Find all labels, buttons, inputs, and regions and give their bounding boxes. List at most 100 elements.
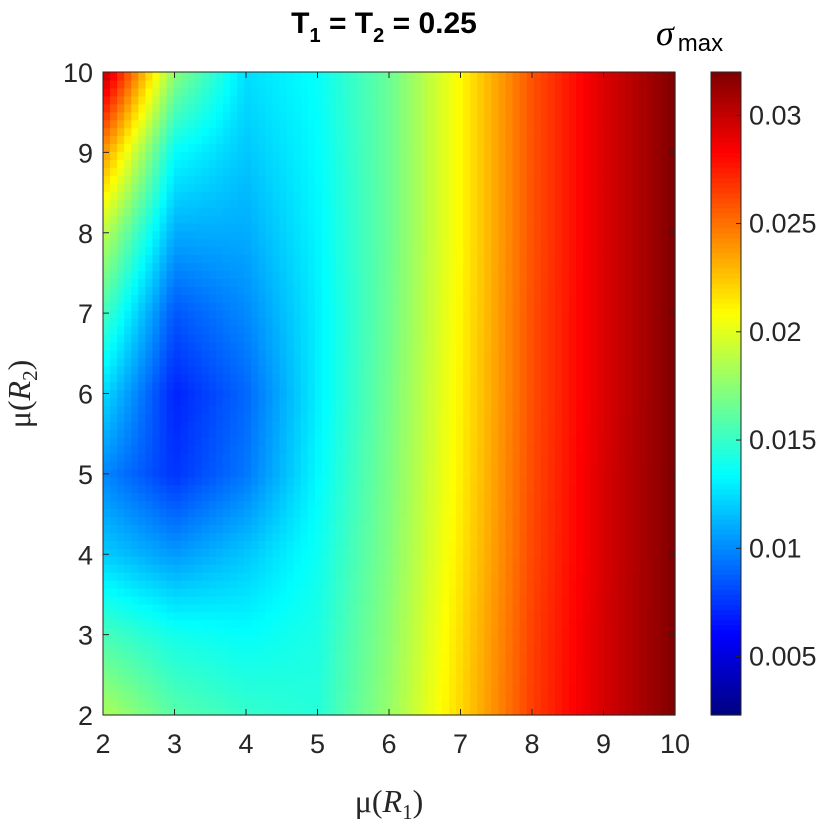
heatmap-cell (343, 540, 351, 549)
heatmap-cell (215, 381, 224, 391)
heatmap-cell (110, 611, 118, 621)
heatmap-cell (533, 572, 542, 581)
heatmap-cell (201, 302, 210, 311)
heatmap-cell (307, 286, 316, 295)
heatmap-cell (639, 699, 648, 708)
heatmap-cell (117, 619, 125, 629)
heatmap-cell (590, 548, 598, 557)
heatmap-cell (653, 516, 662, 526)
heatmap-cell (470, 564, 478, 573)
heatmap-cell (223, 405, 231, 414)
heatmap-cell (441, 627, 450, 637)
heatmap-cell (208, 691, 217, 700)
heatmap-cell (611, 508, 620, 518)
heatmap-cell (180, 238, 189, 248)
heatmap-cell (526, 619, 535, 629)
heatmap-cell (110, 492, 118, 502)
heatmap-cell (230, 373, 238, 383)
heatmap-cell (646, 508, 655, 518)
heatmap-cell (498, 707, 507, 716)
heatmap-cell (378, 453, 387, 462)
heatmap-cell (484, 310, 492, 319)
heatmap-cell (272, 413, 281, 422)
heatmap-cell (441, 699, 450, 708)
heatmap-cell (138, 580, 146, 589)
heatmap-cell (554, 603, 563, 613)
heatmap-cell (470, 540, 478, 549)
heatmap-cell (180, 294, 189, 303)
heatmap-cell (336, 556, 344, 565)
heatmap-cell (597, 524, 605, 534)
heatmap-cell (667, 595, 676, 605)
heatmap-cell (251, 453, 259, 462)
heatmap-cell (512, 278, 521, 287)
heatmap-cell (470, 675, 478, 684)
heatmap-cell (124, 532, 132, 541)
heatmap-cell (223, 389, 231, 399)
heatmap-cell (321, 580, 330, 589)
heatmap-cell (350, 326, 358, 335)
heatmap-cell (597, 429, 605, 438)
heatmap-cell (117, 326, 125, 335)
heatmap-cell (117, 564, 125, 573)
heatmap-cell (328, 572, 337, 581)
heatmap-cell (632, 445, 641, 454)
heatmap-cell (117, 524, 125, 534)
heatmap-cell (279, 683, 288, 692)
heatmap-cell (406, 365, 415, 375)
heatmap-cell (103, 651, 111, 661)
heatmap-cell (279, 468, 288, 478)
heatmap-cell (625, 492, 634, 502)
heatmap-cell (491, 270, 500, 279)
heatmap-cell (159, 683, 168, 692)
heatmap-cell (456, 492, 464, 502)
heatmap-cell (364, 627, 372, 637)
heatmap-cell (117, 445, 125, 454)
heatmap-cell (145, 349, 154, 359)
heatmap-cell (138, 405, 146, 414)
heatmap-cell (187, 659, 196, 668)
heatmap-cell (350, 437, 358, 446)
heatmap-cell (441, 429, 450, 438)
heatmap-cell (463, 476, 471, 486)
heatmap-cell (251, 318, 259, 327)
heatmap-cell (244, 341, 252, 351)
heatmap-cell (251, 508, 259, 518)
heatmap-cell (244, 572, 252, 581)
heatmap-cell (667, 683, 676, 692)
heatmap-cell (145, 532, 154, 541)
heatmap-cell (477, 643, 485, 653)
heatmap-cell (364, 349, 372, 359)
heatmap-cell (350, 349, 358, 359)
heatmap-cell (223, 254, 231, 264)
heatmap-cell (321, 254, 330, 264)
heatmap-cell (300, 516, 309, 526)
heatmap-cell (194, 500, 203, 510)
heatmap-cell (187, 580, 196, 589)
heatmap-cell (110, 286, 118, 295)
heatmap-cell (237, 540, 245, 549)
heatmap-cell (420, 627, 429, 637)
heatmap-cell (357, 587, 365, 597)
heatmap-cell (321, 246, 330, 256)
heatmap-cell (590, 262, 598, 272)
heatmap-cell (667, 699, 676, 708)
heatmap-cell (364, 611, 372, 621)
heatmap-cell (187, 413, 196, 422)
heatmap-cell (625, 707, 634, 716)
heatmap-cell (244, 460, 252, 470)
heatmap-cell (470, 445, 478, 454)
heatmap-cell (399, 516, 408, 526)
heatmap-cell (293, 667, 302, 676)
heatmap-cell (392, 667, 401, 676)
heatmap-cell (646, 230, 655, 240)
heatmap-cell (618, 572, 627, 581)
heatmap-cell (138, 381, 146, 391)
heatmap-cell (604, 651, 613, 661)
heatmap-cell (251, 238, 259, 248)
heatmap-cell (540, 302, 549, 311)
heatmap-cell (166, 500, 175, 510)
heatmap-cell (505, 635, 514, 645)
heatmap-cell (463, 627, 471, 637)
heatmap-cell (569, 326, 577, 335)
